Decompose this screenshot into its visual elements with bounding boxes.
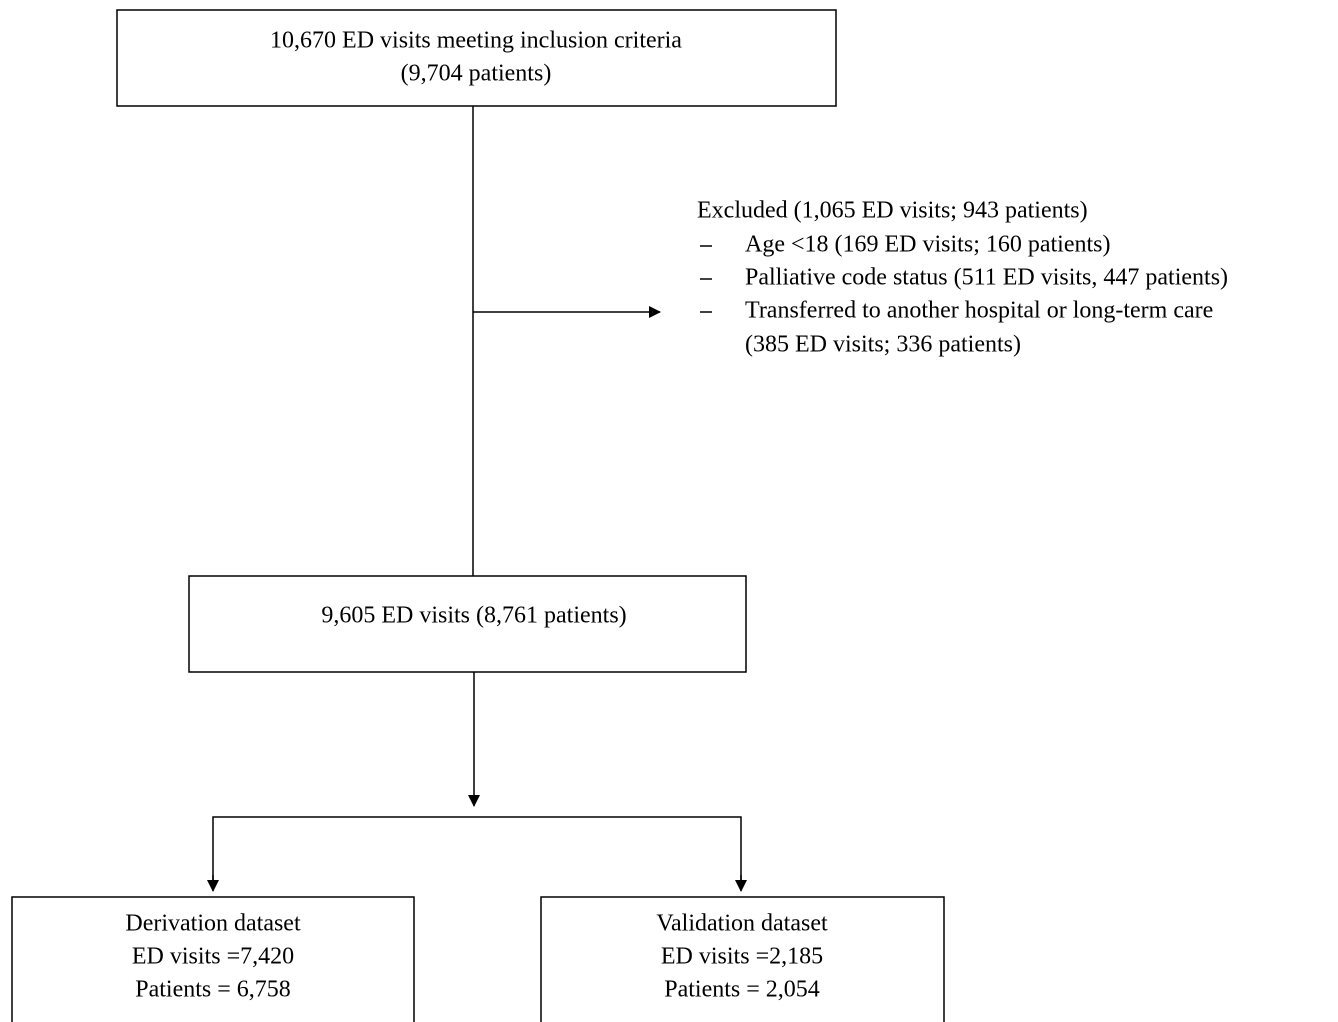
- node-text: Derivation dataset: [125, 911, 301, 937]
- node-text: 10,670 ED visits meeting inclusion crite…: [270, 28, 682, 54]
- box-validation: [540, 896, 945, 1022]
- box-inclusion: [116, 9, 837, 107]
- node-text: Patients = 6,758: [135, 977, 291, 1003]
- exclusion-title: Excluded (1,065 ED visits; 943 patients): [697, 198, 1088, 224]
- node-text: 9,605 ED visits (8,761 patients): [321, 603, 626, 629]
- exclusion-item: Age <18 (169 ED visits; 160 patients): [745, 232, 1111, 258]
- node-text: Validation dataset: [656, 911, 828, 937]
- box-included: [188, 575, 747, 673]
- node-text: Patients = 2,054: [664, 977, 820, 1003]
- exclusion-item: Palliative code status (511 ED visits, 4…: [745, 265, 1228, 291]
- node-text: (9,704 patients): [401, 61, 552, 87]
- exclusion-item: (385 ED visits; 336 patients): [745, 332, 1021, 358]
- node-text: ED visits =2,185: [661, 944, 823, 970]
- box-derivation: [11, 896, 415, 1022]
- exclusion-item: Transferred to another hospital or long-…: [745, 298, 1213, 324]
- node-text: ED visits =7,420: [132, 944, 294, 970]
- connector-split: [212, 816, 742, 890]
